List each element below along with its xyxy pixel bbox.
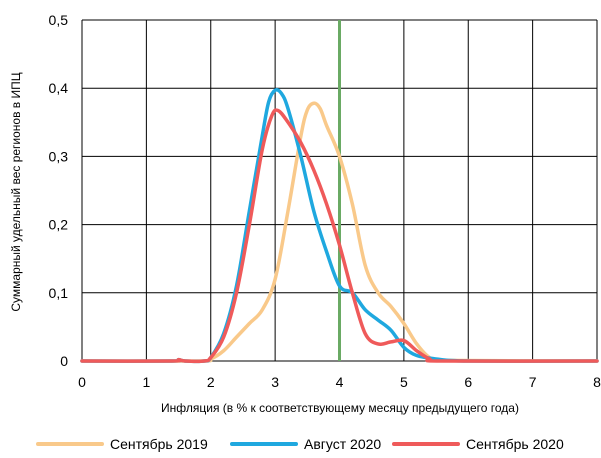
y-tick-label: 0,3 xyxy=(49,148,69,164)
legend-label-0: Сентябрь 2019 xyxy=(110,436,208,452)
x-tick-label: 6 xyxy=(464,374,472,390)
series-line-0 xyxy=(80,101,599,363)
y-tick-label: 0,1 xyxy=(49,285,69,301)
legend-label-2: Сентябрь 2020 xyxy=(466,436,564,452)
x-tick-label: 3 xyxy=(271,374,279,390)
axes: 0 1 2 3 4 5 6 7 8 0 0,1 0,2 0,3 0,4 0,5 xyxy=(49,12,601,390)
x-axis-label: Инфляция (в % к соответствующему месяцу … xyxy=(161,401,519,415)
y-tick-label: 0,4 xyxy=(49,80,69,96)
x-tick-label: 1 xyxy=(142,374,150,390)
y-tick-label: 0 xyxy=(60,353,68,369)
x-tick-label: 7 xyxy=(529,374,537,390)
y-axis-label: Суммарный удельный вес регионов в ИПЦ xyxy=(9,72,23,311)
x-tick-label: 0 xyxy=(78,374,86,390)
x-tick-label: 4 xyxy=(336,374,344,390)
y-tick-label: 0,5 xyxy=(49,12,69,28)
y-tick-label: 0,2 xyxy=(49,217,69,233)
series-group xyxy=(80,88,599,364)
x-tick-label: 8 xyxy=(593,374,601,390)
x-tick-label: 2 xyxy=(207,374,215,390)
series-line-2 xyxy=(80,108,599,364)
x-tick-label: 5 xyxy=(400,374,408,390)
legend: Сентябрь 2019 Август 2020 Сентябрь 2020 xyxy=(36,436,564,452)
legend-label-1: Август 2020 xyxy=(304,436,381,452)
